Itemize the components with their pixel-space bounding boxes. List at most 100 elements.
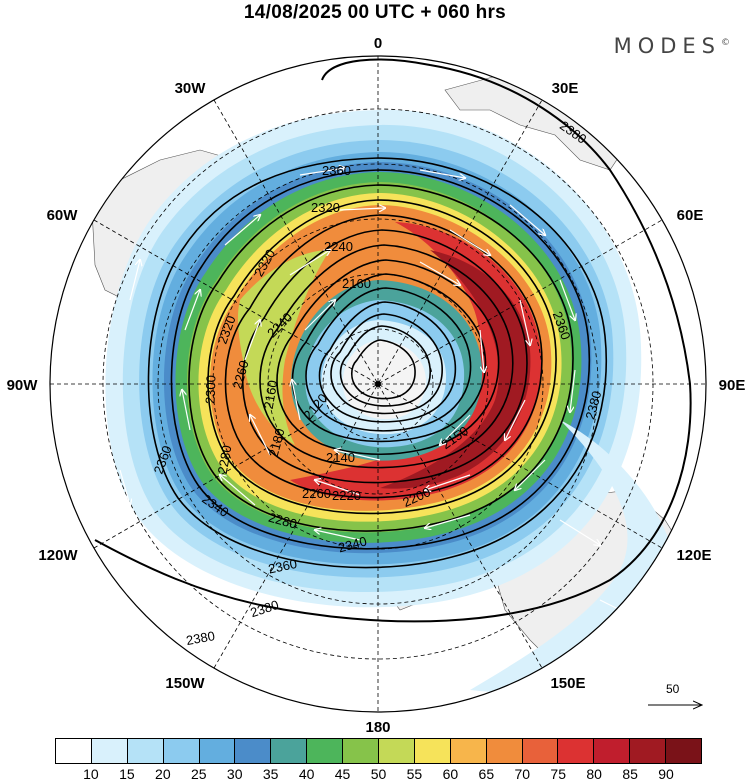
lon-label-30e: 30E — [552, 80, 579, 97]
wind-streamlines — [119, 168, 640, 650]
colorbar-label: 10 — [83, 766, 99, 782]
streamline — [419, 169, 465, 178]
map-disc: 2380 2380 2380 2380 2360 2360 2360 2360 … — [50, 56, 706, 712]
contour-label: 2140 — [326, 450, 355, 465]
streamline — [335, 450, 381, 461]
colorbar-label: 75 — [550, 766, 567, 782]
colorbar-box — [666, 739, 702, 763]
lon-label-180: 180 — [365, 719, 390, 736]
colorbar-box — [91, 739, 128, 763]
height-contours — [94, 58, 692, 623]
contour-2340 — [170, 169, 591, 550]
polar-map: 2380 2380 2380 2380 2360 2360 2360 2360 … — [7, 35, 746, 736]
contour-2220 — [276, 259, 500, 455]
contour-label: 2380 — [185, 628, 216, 648]
streamline — [559, 519, 600, 545]
lon-label-60w: 60W — [47, 207, 79, 224]
vector-reference: 50 — [646, 682, 706, 712]
colorbar-label: 40 — [298, 766, 315, 782]
streamline — [519, 299, 530, 345]
contour-2180 — [305, 287, 472, 432]
contour-2240 — [259, 244, 514, 469]
colorbar-label: 85 — [622, 766, 638, 782]
lon-label-120w: 120W — [38, 547, 78, 564]
lon-label-30w: 30W — [175, 80, 207, 97]
colorbar-box — [271, 739, 308, 763]
colorbar-box — [163, 739, 200, 763]
contour-label: 2240 — [324, 239, 353, 254]
colorbar-box — [522, 739, 559, 763]
colorbar-label: 15 — [119, 766, 135, 782]
meridian-150 — [213, 99, 543, 669]
contour-2150 — [330, 313, 443, 415]
colorbar-label: 90 — [658, 766, 674, 782]
colorbar-box — [594, 739, 631, 763]
contour-2120 — [350, 339, 416, 400]
streamline — [440, 414, 471, 445]
contour-label: 2280 — [267, 510, 299, 532]
contour-2200 — [291, 273, 487, 443]
colorbar-label: 25 — [190, 766, 207, 782]
lon-label-90e: 90E — [719, 377, 746, 394]
streamline — [505, 399, 526, 440]
streamline — [479, 639, 525, 650]
lat-circle-80 — [322, 328, 434, 440]
colorbar-box — [343, 739, 380, 763]
colorbar-box — [630, 739, 667, 763]
streamline — [315, 480, 361, 496]
contour-label: 2260 — [302, 486, 331, 501]
streamline — [425, 514, 471, 528]
streamline — [559, 279, 575, 320]
colorbar-label: 55 — [406, 766, 423, 782]
contour-label: 2160 — [342, 276, 371, 291]
colorbar-label: 50 — [370, 766, 387, 782]
streamline — [509, 204, 545, 235]
streamline — [292, 380, 301, 421]
colorbar-label: 70 — [514, 766, 531, 782]
colorbar-label: 35 — [262, 766, 279, 782]
streamline — [449, 229, 490, 255]
colorbar-box — [199, 739, 236, 763]
contour-label: 2300 — [203, 375, 219, 404]
colorbar-box — [307, 739, 344, 763]
contour-label: 2280 — [215, 444, 235, 475]
streamline — [220, 475, 256, 506]
streamline — [224, 215, 260, 246]
colorbar-box — [414, 739, 451, 763]
streamline — [339, 208, 385, 210]
contour-2160 — [318, 301, 457, 423]
colorbar-box — [450, 739, 487, 763]
lon-label-120e: 120E — [676, 547, 711, 564]
contour-label: 2320 — [311, 200, 340, 215]
contour-2260 — [241, 229, 528, 484]
map-title: 14/08/2025 00 UTC + 060 hrs — [243, 2, 507, 23]
streamline — [479, 329, 484, 372]
meridian-60 — [93, 219, 663, 549]
streamline — [129, 260, 140, 301]
colorbar-label: 60 — [442, 766, 459, 782]
lon-label-60e: 60E — [677, 207, 704, 224]
streamline — [515, 459, 546, 490]
north-pole-dot — [375, 381, 381, 387]
contour-label: 2260 — [230, 359, 252, 391]
colorbar-label: 45 — [334, 766, 351, 782]
colorbar-box — [235, 739, 272, 763]
streamline — [304, 300, 335, 331]
colorbar-label: 80 — [586, 766, 602, 782]
contour-label: 2180 — [266, 427, 288, 459]
streamline — [299, 168, 345, 176]
colorbar-label: 65 — [478, 766, 495, 782]
streamline — [184, 290, 200, 331]
streamline — [315, 530, 361, 541]
lon-label-0: 0 — [374, 35, 382, 52]
brand-copyright: © — [721, 38, 730, 48]
streamline — [570, 369, 576, 412]
contour-label: 2340 — [337, 533, 369, 555]
colorbar-box — [127, 739, 164, 763]
brand-name: MODES — [613, 34, 721, 58]
colorbar-box — [486, 739, 523, 763]
colorbar-box — [379, 739, 415, 763]
colorbar-labels: 10 15 20 25 30 35 40 45 50 55 60 65 70 75 80 85 90 — [55, 766, 702, 782]
colorbar — [55, 738, 702, 764]
streamline — [419, 261, 460, 285]
